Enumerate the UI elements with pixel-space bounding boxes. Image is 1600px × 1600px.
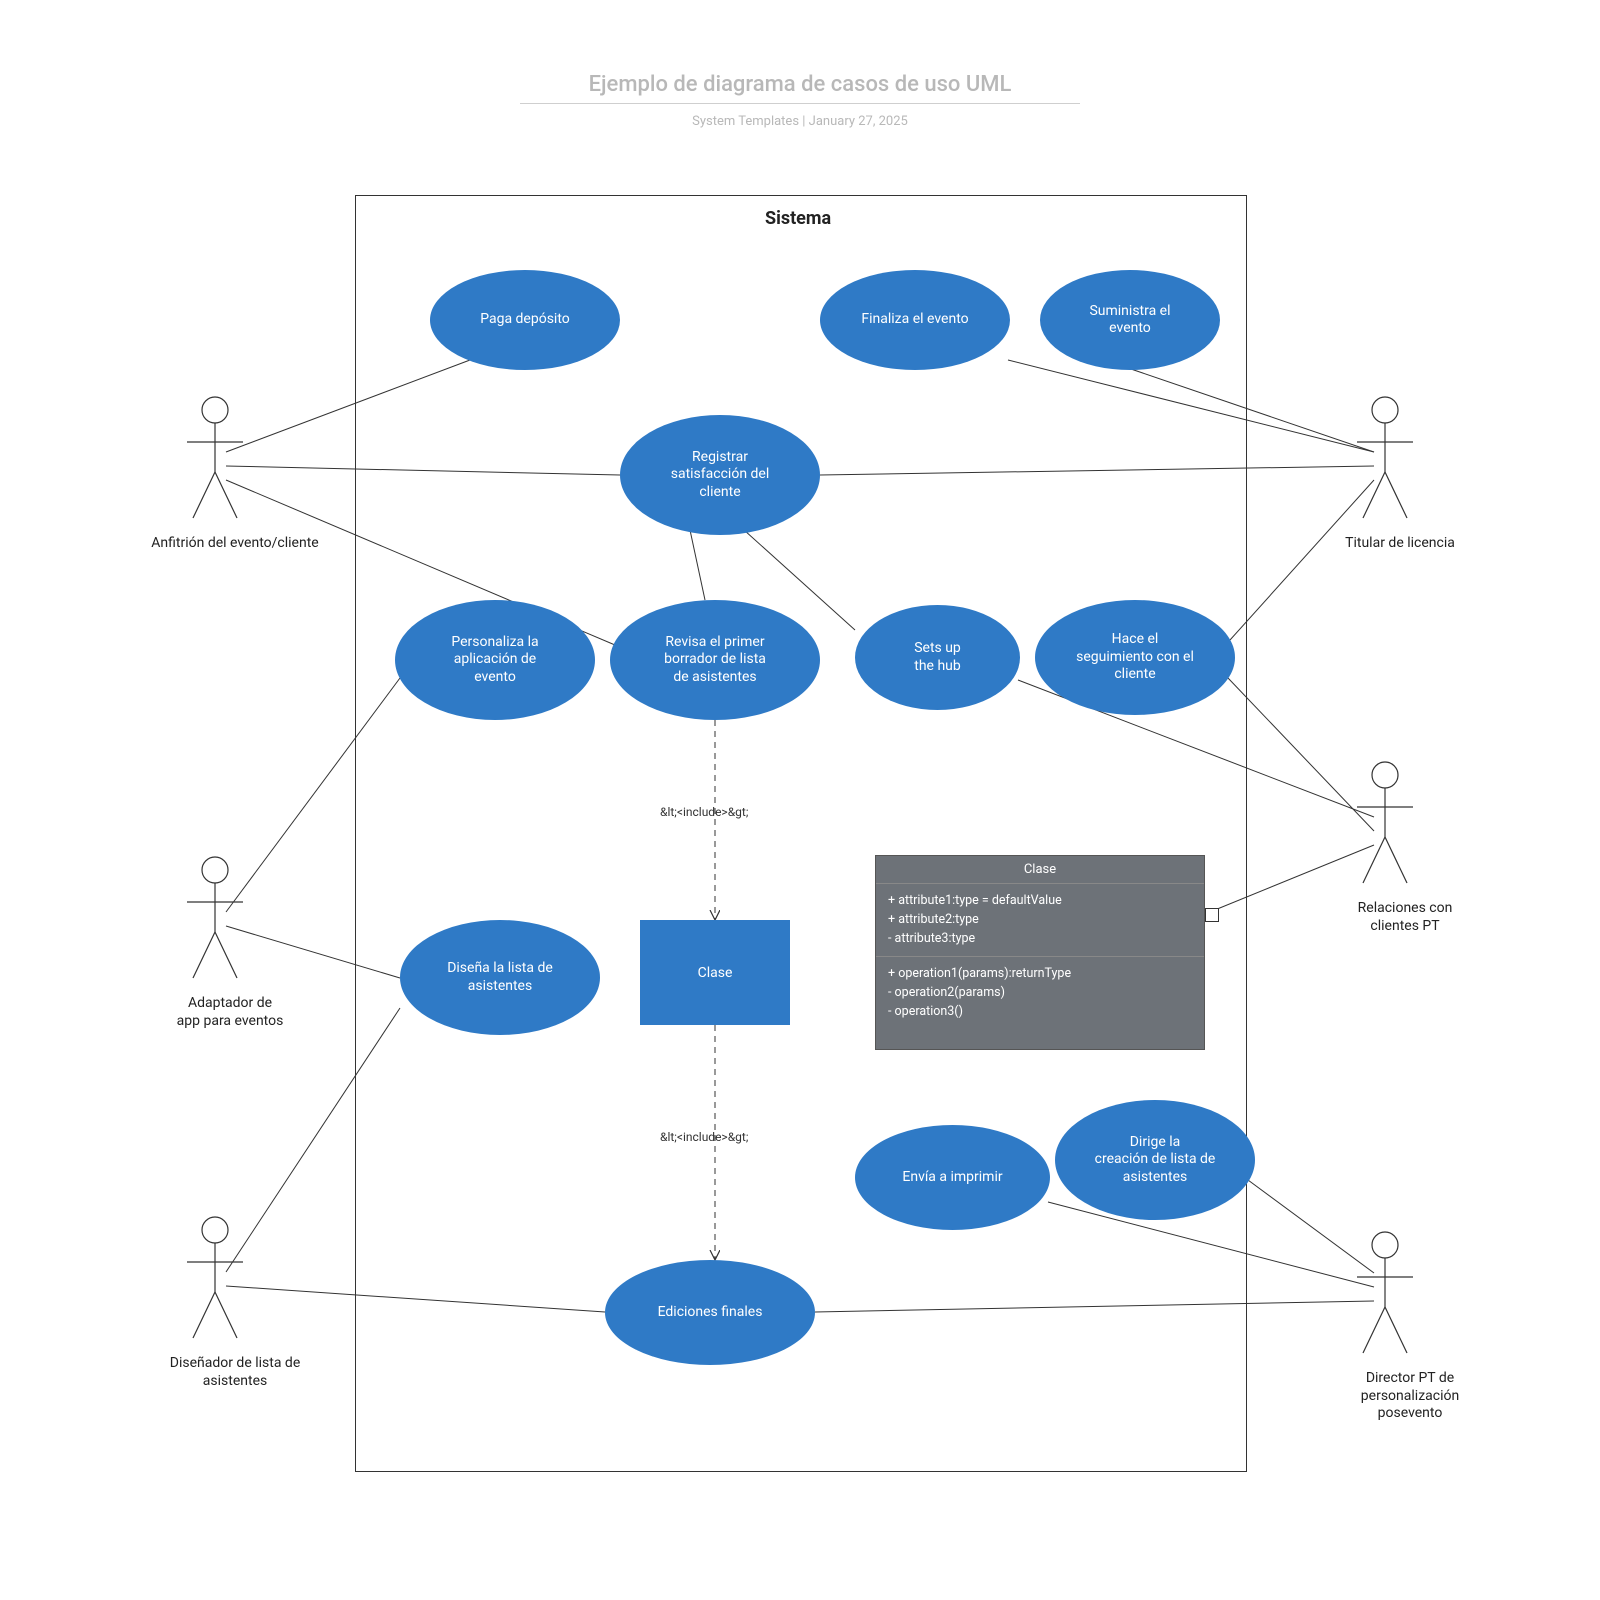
usecase-u_dirige: Dirige la creación de lista de asistente… bbox=[1055, 1100, 1255, 1220]
page-title: Ejemplo de diagrama de casos de uso UML bbox=[589, 72, 1012, 103]
actor-label-a6: Director PT de personalización posevento bbox=[1320, 1370, 1500, 1423]
actor-label-a3: Diseñador de lista de asistentes bbox=[135, 1355, 335, 1390]
class-box-ops: + operation1(params):returnType - operat… bbox=[876, 957, 1204, 1029]
system-label: Sistema bbox=[765, 208, 831, 229]
actor-label-a5: Relaciones con clientes PT bbox=[1320, 900, 1490, 935]
usecase-u_envia: Envía a imprimir bbox=[855, 1125, 1050, 1230]
title-underline bbox=[520, 103, 1080, 104]
usecase-u_ediciones: Ediciones finales bbox=[605, 1260, 815, 1365]
edge-label: &lt;<include>&gt; bbox=[660, 805, 748, 819]
page-subtitle: System Templates | January 27, 2025 bbox=[0, 114, 1600, 129]
class-detail-box: Clase + attribute1:type = defaultValue +… bbox=[875, 855, 1205, 1050]
note-handle-icon bbox=[1205, 908, 1219, 922]
title-block: Ejemplo de diagrama de casos de uso UML … bbox=[0, 0, 1600, 129]
diagram-canvas: Ejemplo de diagrama de casos de uso UML … bbox=[0, 0, 1600, 1600]
usecase-u_finaliza: Finaliza el evento bbox=[820, 270, 1010, 370]
usecase-u_registrar: Registrar satisfacción del cliente bbox=[620, 415, 820, 535]
usecase-u_revisa: Revisa el primer borrador de lista de as… bbox=[610, 600, 820, 720]
usecase-u_hace: Hace el seguimiento con el cliente bbox=[1035, 600, 1235, 715]
edge-label: &lt;<include>&gt; bbox=[660, 1130, 748, 1144]
usecase-u_paga: Paga depósito bbox=[430, 270, 620, 370]
subtitle-left: System Templates bbox=[692, 114, 799, 129]
usecase-u_setsup: Sets up the hub bbox=[855, 605, 1020, 710]
actor-label-a2: Adaptador de app para eventos bbox=[150, 995, 310, 1030]
class-box-title: Clase bbox=[876, 856, 1204, 884]
subtitle-sep: | bbox=[799, 114, 809, 129]
system-boundary bbox=[355, 195, 1247, 1472]
usecase-u_suministra: Suministra el evento bbox=[1040, 270, 1220, 370]
usecase-u_personaliza: Personaliza la aplicación de evento bbox=[395, 600, 595, 720]
class-rect: Clase bbox=[640, 920, 790, 1025]
class-box-attrs: + attribute1:type = defaultValue + attri… bbox=[876, 884, 1204, 957]
class-rect-label: Clase bbox=[698, 965, 733, 981]
actor-label-a4: Titular de licencia bbox=[1310, 535, 1490, 553]
usecase-u_disena: Diseña la lista de asistentes bbox=[400, 920, 600, 1035]
actor-label-a1: Anfitrión del evento/cliente bbox=[130, 535, 340, 553]
subtitle-right: January 27, 2025 bbox=[809, 114, 908, 129]
